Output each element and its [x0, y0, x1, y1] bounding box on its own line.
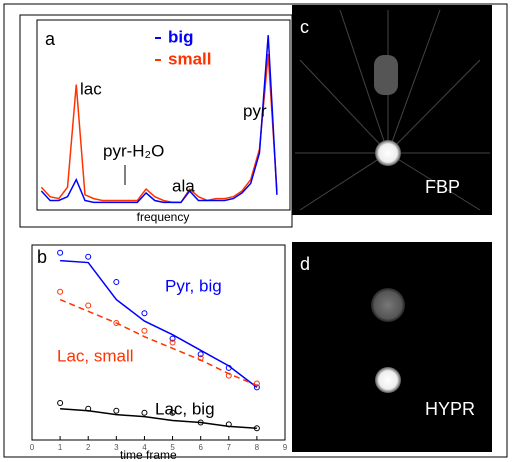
data-point — [85, 405, 92, 412]
data-point — [141, 409, 148, 416]
panel-label: d — [300, 254, 310, 274]
panel-label: c — [300, 17, 309, 37]
image-c-content — [295, 9, 490, 211]
x-tick-label: 8 — [255, 443, 260, 452]
x-tick-label: 5 — [170, 443, 175, 452]
fit-line — [60, 259, 258, 388]
annotation: pyr — [243, 101, 267, 120]
data-point — [57, 399, 64, 406]
data-point — [141, 310, 148, 317]
data-point — [225, 421, 232, 428]
data-point — [141, 327, 148, 334]
data-point — [113, 407, 120, 414]
annotation: lac — [80, 79, 102, 98]
spectrum-line — [40, 35, 278, 204]
data-point — [57, 288, 64, 295]
data-point — [197, 355, 204, 362]
data-point — [225, 364, 232, 371]
data-point — [169, 335, 176, 342]
data-point — [169, 339, 176, 346]
plot-frame — [36, 19, 291, 211]
data-point — [85, 302, 92, 309]
data-point — [197, 419, 204, 426]
series-label: Lac, big — [155, 399, 215, 418]
x-axis-label: time frame — [120, 448, 177, 462]
data-point — [57, 249, 64, 256]
data-point — [85, 253, 92, 260]
image-c — [292, 5, 492, 215]
data-point — [113, 279, 120, 286]
image-d-content — [371, 288, 405, 393]
image-d — [292, 242, 492, 452]
figure-border — [3, 3, 508, 458]
data-point — [225, 372, 232, 379]
spectrum-line — [40, 54, 278, 204]
image-caption: FBP — [425, 177, 460, 197]
annotation: pyr-H₂O — [103, 141, 164, 160]
x-tick-label: 6 — [198, 443, 203, 452]
x-tick-label: 1 — [58, 443, 63, 452]
data-point — [197, 351, 204, 358]
series-label: Pyr, big — [165, 276, 222, 295]
x-axis-label: frequency — [137, 210, 190, 224]
panel-label: a — [45, 29, 56, 49]
x-tick-label: 3 — [114, 443, 119, 452]
x-tick-label: 9 — [283, 443, 288, 452]
fit-line — [60, 408, 257, 430]
series-label: Lac, small — [57, 346, 134, 365]
x-tick-label: 0 — [30, 443, 35, 452]
data-point — [253, 380, 260, 387]
data-point — [169, 409, 176, 416]
image-caption: HYPR — [425, 399, 475, 419]
plot-frame — [31, 244, 286, 441]
x-tick-label: 4 — [142, 443, 147, 452]
data-point — [113, 320, 120, 326]
fit-line — [59, 298, 258, 387]
x-tick-label: 7 — [227, 443, 232, 452]
legend-label: big — [168, 27, 194, 46]
panel-label: b — [37, 247, 47, 267]
data-point — [253, 425, 260, 432]
x-tick-label: 2 — [86, 443, 91, 452]
legend-label: small — [168, 49, 211, 68]
annotation: ala — [172, 176, 195, 195]
